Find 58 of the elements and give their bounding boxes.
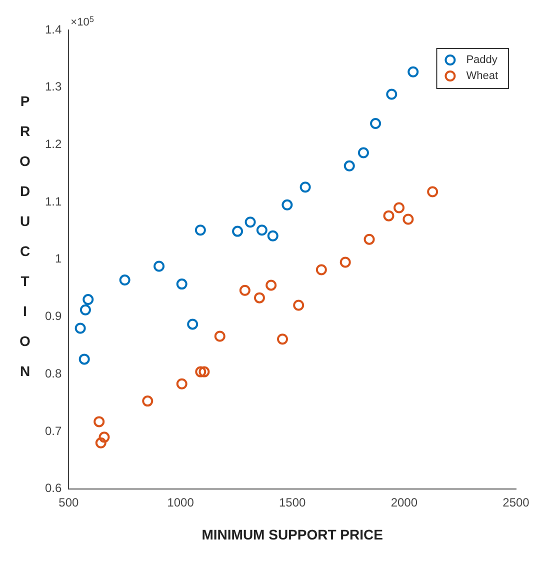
point — [176, 378, 188, 390]
point — [408, 66, 419, 78]
point — [94, 416, 105, 428]
y-axis-title: PRODUCTION — [17, 93, 33, 393]
point — [98, 432, 110, 443]
point — [119, 274, 130, 286]
point — [267, 230, 278, 242]
y-tick-label: 1 — [54, 252, 62, 266]
point — [82, 294, 94, 306]
point — [277, 334, 288, 345]
point — [402, 214, 414, 225]
point — [358, 147, 369, 158]
point — [95, 437, 106, 448]
y-tick-label: 0.8 — [44, 366, 62, 380]
point — [293, 300, 304, 311]
point — [80, 304, 91, 316]
point — [154, 260, 165, 272]
point — [364, 234, 375, 245]
point — [244, 216, 256, 228]
y-tick-label: 1.2 — [44, 137, 62, 152]
point — [194, 224, 206, 236]
y-tick-label: 0.7 — [44, 424, 62, 438]
x-tick-label: 500 — [58, 495, 80, 510]
y-tick-label: 1.3 — [44, 80, 62, 94]
y-tick-label: 0.9 — [44, 309, 62, 324]
x-tick-label: 1000 — [167, 495, 194, 510]
point — [340, 256, 351, 268]
point — [370, 118, 382, 129]
point — [383, 210, 394, 222]
y-tick-label: 1.4 — [44, 22, 62, 36]
point — [195, 366, 206, 378]
x-axis-title: MINIMUM SUPPORT PRICE — [202, 526, 383, 542]
legend-label: Wheat — [466, 70, 498, 82]
point — [266, 280, 277, 291]
point — [394, 202, 405, 214]
point — [386, 88, 398, 100]
point — [256, 224, 268, 236]
point — [198, 366, 210, 378]
x-tick-label: 2000 — [390, 495, 418, 510]
point — [427, 186, 438, 198]
point — [254, 292, 265, 304]
point — [78, 354, 90, 365]
legend-label: Paddy — [466, 54, 498, 66]
point — [176, 278, 188, 290]
point — [187, 318, 198, 330]
point — [239, 284, 250, 296]
point — [232, 226, 244, 237]
x-tick-label: 2500 — [502, 495, 530, 510]
point — [74, 322, 86, 334]
point — [282, 199, 293, 210]
x-tick-label: 1500 — [278, 495, 306, 510]
point — [300, 182, 311, 193]
y-tick-label: 0.6 — [44, 481, 62, 496]
point — [344, 160, 355, 172]
point — [142, 396, 154, 407]
point — [316, 264, 327, 276]
y-tick-label: 1.1 — [44, 194, 62, 208]
point — [214, 330, 226, 342]
